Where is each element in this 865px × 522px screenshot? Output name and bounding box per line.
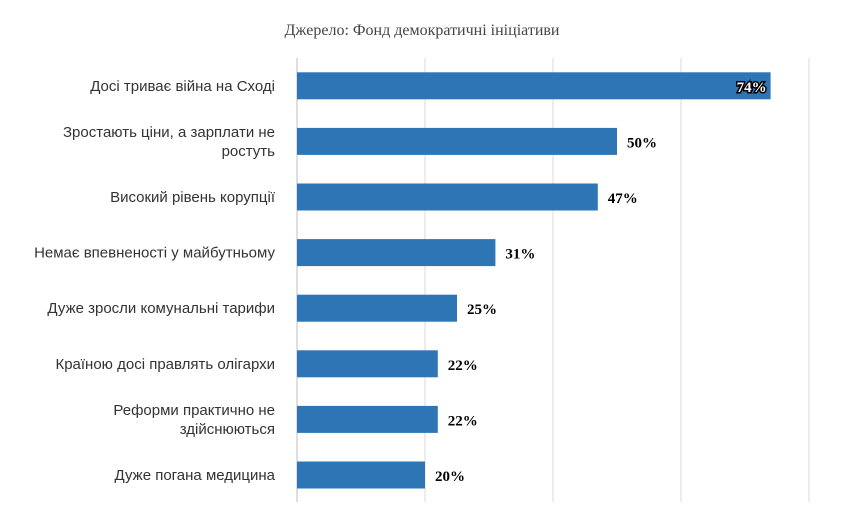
bars [297, 72, 771, 489]
bar [297, 405, 438, 433]
data-labels: 74% 50% 47% 31% 25% 22% 22% 20% [435, 78, 768, 485]
data-label: 22% [448, 358, 478, 374]
data-label: 20% [435, 469, 465, 485]
category-label: Досі триває війна на Сході [90, 78, 275, 95]
bar [297, 72, 771, 100]
bar [297, 183, 598, 211]
gridlines [424, 58, 810, 502]
category-label: Високий рівень корупції [110, 189, 276, 206]
bar [297, 294, 457, 322]
category-label: Реформи практично не здійснюються [113, 402, 275, 438]
data-label: 50% [627, 135, 657, 151]
category-labels: Досі триває війна на Сході Зростають ціни… [34, 78, 276, 484]
bar [297, 127, 617, 155]
category-label: Дуже зросли комунальні тарифи [47, 300, 275, 317]
category-label: Зростають ціни, а зарплати не ростуть [63, 124, 275, 160]
bar [297, 461, 425, 489]
data-label: 31% [505, 247, 535, 263]
data-label: 22% [448, 413, 478, 429]
data-label: 25% [467, 302, 497, 318]
bar [297, 239, 496, 267]
bar [297, 350, 438, 378]
data-label: 47% [608, 191, 638, 207]
chart-title: Джерело: Фонд демократичні ініціативи [285, 22, 560, 39]
category-label: Немає впевненості у майбутньому [34, 245, 275, 262]
data-label: 74% [737, 80, 767, 96]
category-label: Країною досі правлять олігархи [55, 356, 275, 373]
category-label: Дуже погана медицина [115, 467, 276, 484]
